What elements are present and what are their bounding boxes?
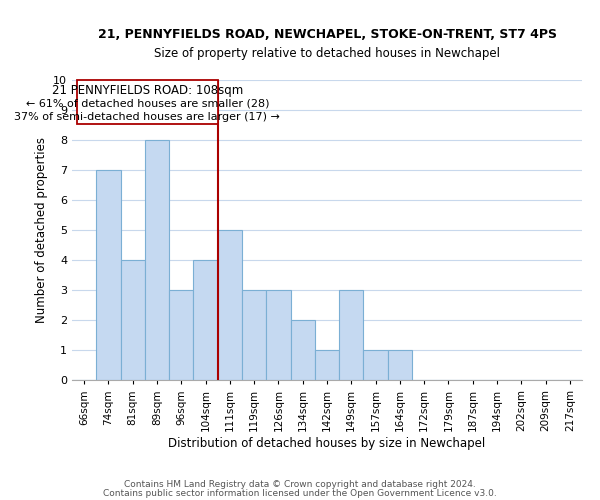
X-axis label: Distribution of detached houses by size in Newchapel: Distribution of detached houses by size …	[169, 436, 485, 450]
Bar	[96, 170, 121, 380]
Bar	[169, 290, 193, 380]
Y-axis label: Number of detached properties: Number of detached properties	[35, 137, 47, 323]
Bar	[193, 260, 218, 380]
Bar	[266, 290, 290, 380]
Text: 37% of semi-detached houses are larger (17) →: 37% of semi-detached houses are larger (…	[14, 112, 280, 122]
Text: Contains HM Land Registry data © Crown copyright and database right 2024.: Contains HM Land Registry data © Crown c…	[124, 480, 476, 489]
Bar	[388, 350, 412, 380]
Text: Contains public sector information licensed under the Open Government Licence v3: Contains public sector information licen…	[103, 490, 497, 498]
Bar	[242, 290, 266, 380]
Text: 21 PENNYFIELDS ROAD: 108sqm: 21 PENNYFIELDS ROAD: 108sqm	[52, 84, 243, 97]
Bar	[218, 230, 242, 380]
Text: ← 61% of detached houses are smaller (28): ← 61% of detached houses are smaller (28…	[26, 99, 269, 109]
Bar	[315, 350, 339, 380]
Bar	[339, 290, 364, 380]
Text: 21, PENNYFIELDS ROAD, NEWCHAPEL, STOKE-ON-TRENT, ST7 4PS: 21, PENNYFIELDS ROAD, NEWCHAPEL, STOKE-O…	[97, 28, 557, 41]
Bar	[121, 260, 145, 380]
Bar	[290, 320, 315, 380]
Text: Size of property relative to detached houses in Newchapel: Size of property relative to detached ho…	[154, 48, 500, 60]
Bar	[145, 140, 169, 380]
Bar	[364, 350, 388, 380]
FancyBboxPatch shape	[77, 80, 218, 124]
